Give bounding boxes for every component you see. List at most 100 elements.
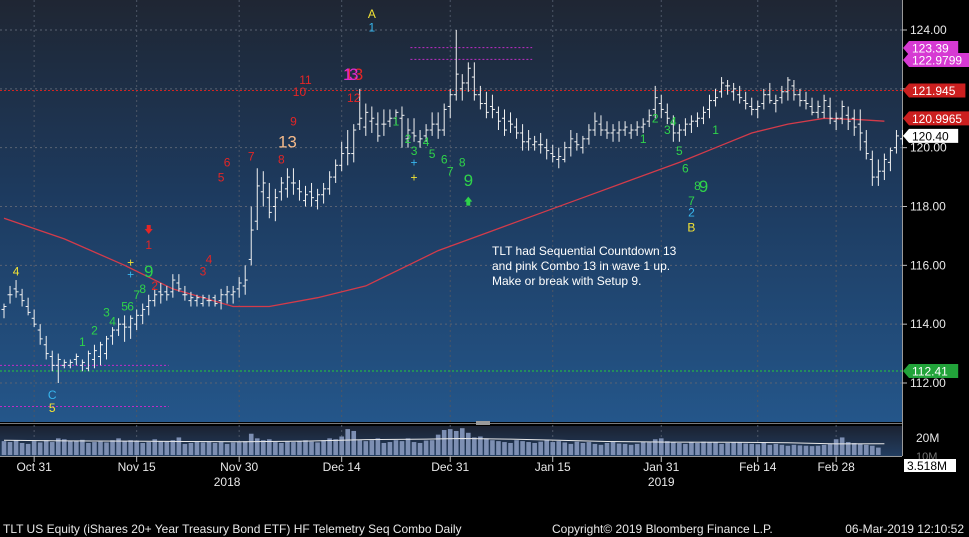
sequence-label: 1 [145, 238, 152, 252]
volume-bar [393, 440, 399, 455]
ohlc-bar [284, 168, 290, 198]
volume-bar [580, 442, 586, 455]
ohlc-bar [212, 294, 218, 307]
sequence-label: 5 [676, 144, 683, 158]
volume-bar [526, 442, 531, 455]
volume-bar [568, 443, 574, 455]
ohlc-bar [399, 106, 405, 148]
sequence-label: 13 [344, 65, 363, 84]
ohlc-bar [700, 106, 706, 125]
volume-bar [303, 440, 308, 455]
ohlc-bar [568, 130, 574, 157]
sequence-label: + [411, 170, 418, 184]
sequence-label: 2 [151, 279, 158, 293]
volume-bar [92, 442, 97, 455]
volume-bar [719, 443, 724, 455]
ohlc-bar [514, 118, 520, 139]
ohlc-bar [459, 74, 465, 101]
volume-bar [206, 441, 212, 455]
volume-bars [1, 428, 881, 455]
arrow-down-icon [144, 225, 153, 235]
ohlc-bar [333, 159, 339, 183]
volume-bar [809, 446, 815, 455]
ohlc-bar [67, 359, 73, 369]
ohlc-bar [266, 182, 272, 219]
sequence-label: 3 [664, 123, 671, 137]
volume-bar [158, 441, 164, 455]
volume-tag [904, 459, 956, 472]
volume-bar [634, 443, 640, 455]
panel-resize-handle[interactable] [476, 421, 490, 425]
ohlc-bar [821, 94, 827, 119]
volume-bar [773, 443, 779, 455]
volume-bar [713, 442, 718, 455]
sequence-label: 1 [79, 335, 86, 349]
sequence-label: 3 [200, 264, 207, 278]
sequence-label: 6 [682, 161, 689, 175]
volume-bar [212, 442, 218, 455]
ohlc-bar [272, 188, 278, 222]
ohlc-bar [544, 138, 550, 160]
ohlc-bar [664, 103, 670, 125]
volume-bar [689, 442, 694, 455]
ohlc-bar [785, 77, 791, 101]
ohlc-bar [369, 106, 375, 133]
sequence-label: B [687, 220, 695, 234]
ohlc-bar [290, 168, 296, 195]
ohlc-bar [327, 171, 333, 195]
volume-bar [74, 440, 79, 455]
volume-bar [677, 442, 682, 455]
ohlc-bar [447, 88, 453, 119]
volume-bar [707, 442, 712, 455]
sequence-label: 6 [224, 156, 231, 170]
ohlc-bar [713, 88, 719, 107]
volume-bar [870, 445, 875, 455]
volume-bar [502, 442, 507, 455]
ohlc-bar [598, 115, 604, 136]
volume-bar [242, 441, 248, 455]
ohlc-bar [73, 353, 79, 366]
volume-bar [176, 437, 182, 455]
ohlc-bar [206, 294, 212, 307]
ohlc-bar [845, 106, 851, 131]
volume-bar [260, 440, 266, 455]
volume-bar [538, 441, 543, 455]
ohlc-bar [260, 171, 266, 207]
ohlc-bar [508, 112, 514, 133]
volume-bar [725, 442, 730, 455]
ohlc-bar [893, 130, 899, 154]
volume-bar [598, 444, 604, 455]
volume-bar [182, 443, 188, 455]
arrow-up-icon [464, 196, 473, 206]
vertical-grid-lines [33, 0, 837, 456]
sequence-label: + [127, 267, 134, 281]
sequence-label: 5 [429, 147, 436, 161]
volume-bar [273, 442, 278, 455]
ohlc-bar [345, 130, 351, 166]
volume-bar [472, 437, 477, 455]
volume-bar [478, 436, 483, 455]
volume-bar [803, 445, 809, 455]
ohlc-bar [31, 309, 37, 328]
volume-bar [743, 443, 748, 455]
ohlc-bar [357, 88, 363, 131]
ohlc-bar [779, 85, 785, 104]
price-tag [903, 53, 969, 68]
ohlc-bar [580, 135, 586, 154]
volume-bar [423, 440, 429, 455]
volume-bar [49, 442, 55, 455]
sequence-label: 6 [441, 153, 448, 167]
ohlc-bar [652, 85, 658, 119]
ohlc-bar [13, 280, 19, 298]
ohlc-bar [574, 132, 580, 151]
ohlc-bar [55, 353, 61, 383]
y-tick-label: 118.00 [910, 200, 946, 214]
volume-bar [791, 444, 797, 455]
volume-bar [19, 442, 25, 455]
volume-bar [230, 442, 236, 455]
sequence-label: A [368, 7, 376, 21]
volume-bar [315, 442, 320, 455]
volume-bar [43, 440, 49, 455]
ohlc-bar [351, 124, 357, 163]
